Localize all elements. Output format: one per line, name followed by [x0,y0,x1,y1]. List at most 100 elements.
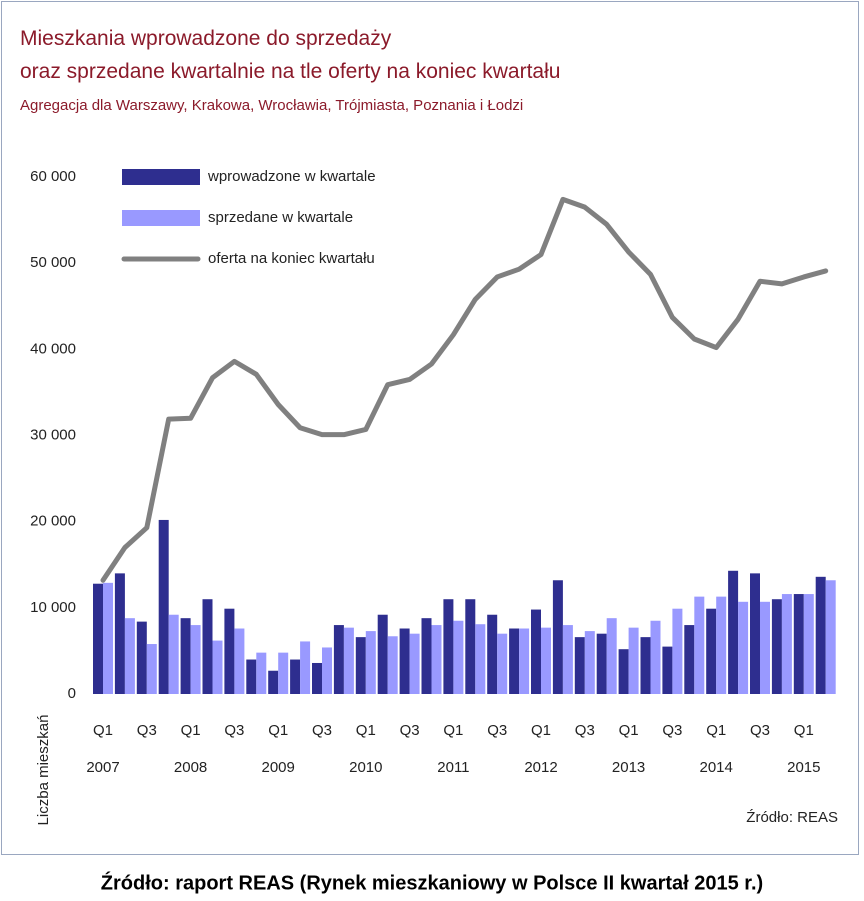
bar [103,582,113,694]
bar [278,652,289,694]
bar [114,573,125,694]
bar [662,646,673,694]
caption: Źródło: raport REAS (Rynek mieszkaniowy … [101,871,763,894]
y-tick-label: 20 000 [30,513,76,530]
legend-label: sprzedane w kwartale [208,209,353,226]
x-tick-label: Q3 [750,722,770,739]
y-axis-label: Liczba mieszkań [35,715,52,826]
bar [509,628,520,694]
bar [552,580,563,694]
bar [333,625,344,694]
line [100,196,829,583]
x-tick-label: Q3 [312,722,332,739]
legend-label: wprowadzone w kwartale [207,168,376,185]
x-tick-label: Q3 [137,722,157,739]
bar [136,621,147,694]
bar [212,640,223,694]
bar [190,625,201,694]
bar [760,601,770,694]
bar [606,618,617,694]
x-tick-label: Q3 [662,722,682,739]
bar [399,628,410,694]
bar [684,625,695,694]
bar [497,633,508,694]
x-tick-label: Q3 [224,722,244,739]
year-label: 2007 [86,759,119,776]
y-tick-label: 50 000 [30,254,76,271]
x-tick-label: Q1 [531,722,551,739]
bar [377,614,388,694]
y-tick-label: 60 000 [30,168,76,185]
year-label: 2011 [437,759,469,776]
legend-label: oferta na koniec kwartału [208,250,375,267]
bar [465,599,476,694]
y-tick-label: 30 000 [30,426,76,443]
bar [640,637,651,694]
bar [771,599,782,694]
year-label: 2012 [524,759,557,776]
year-label: 2008 [174,759,207,776]
bar [409,633,420,694]
bar [431,625,442,694]
bar [706,608,717,694]
bar [541,627,551,694]
x-tick-label: Q3 [400,722,420,739]
x-tick-label: Q1 [93,722,113,739]
x-tick-label: Q1 [181,722,201,739]
bar [322,647,332,694]
bar [487,614,498,694]
bar [815,576,826,694]
year-label: 2014 [700,759,733,776]
bar [158,519,169,694]
bar [387,636,398,694]
bar [256,652,267,694]
bar [146,644,157,694]
bar [475,624,486,694]
bar [694,596,705,694]
x-tick-label: Q1 [443,722,463,739]
bar [728,570,739,694]
x-tick-label: Q1 [706,722,726,739]
bar [234,628,245,694]
year-label: 2015 [787,759,820,776]
bar [312,662,322,694]
bar [716,596,727,694]
bar [562,625,573,694]
x-tick-label: Q3 [487,722,507,739]
legend-swatch [122,169,200,185]
x-tick-label: Q1 [268,722,288,739]
bar [180,618,191,694]
bar [672,608,683,694]
bar [738,601,749,694]
bar [443,599,454,694]
bar [574,637,585,694]
y-tick-label: 0 [68,685,76,702]
bar [803,594,814,694]
x-tick-label: Q3 [575,722,595,739]
bar [124,618,135,694]
bar [365,631,376,694]
bar [93,583,103,694]
bar [421,618,432,694]
bar [628,627,639,694]
bar [584,631,595,694]
frame [1,1,859,855]
bar [343,627,354,694]
bar [618,649,629,694]
bar [650,620,661,694]
bar [781,594,792,694]
chart-title: Mieszkania wprowadzone do sprzedaży [20,27,392,50]
bar [596,633,607,694]
bar [750,573,760,694]
bar [268,670,279,694]
year-label: 2009 [262,759,295,776]
bar [224,608,235,694]
x-tick-label: Q1 [619,722,639,739]
bar [300,641,311,694]
x-tick-label: Q1 [356,722,376,739]
bar [355,637,366,694]
bar [519,628,530,694]
bar [793,594,804,694]
bar [202,599,213,694]
